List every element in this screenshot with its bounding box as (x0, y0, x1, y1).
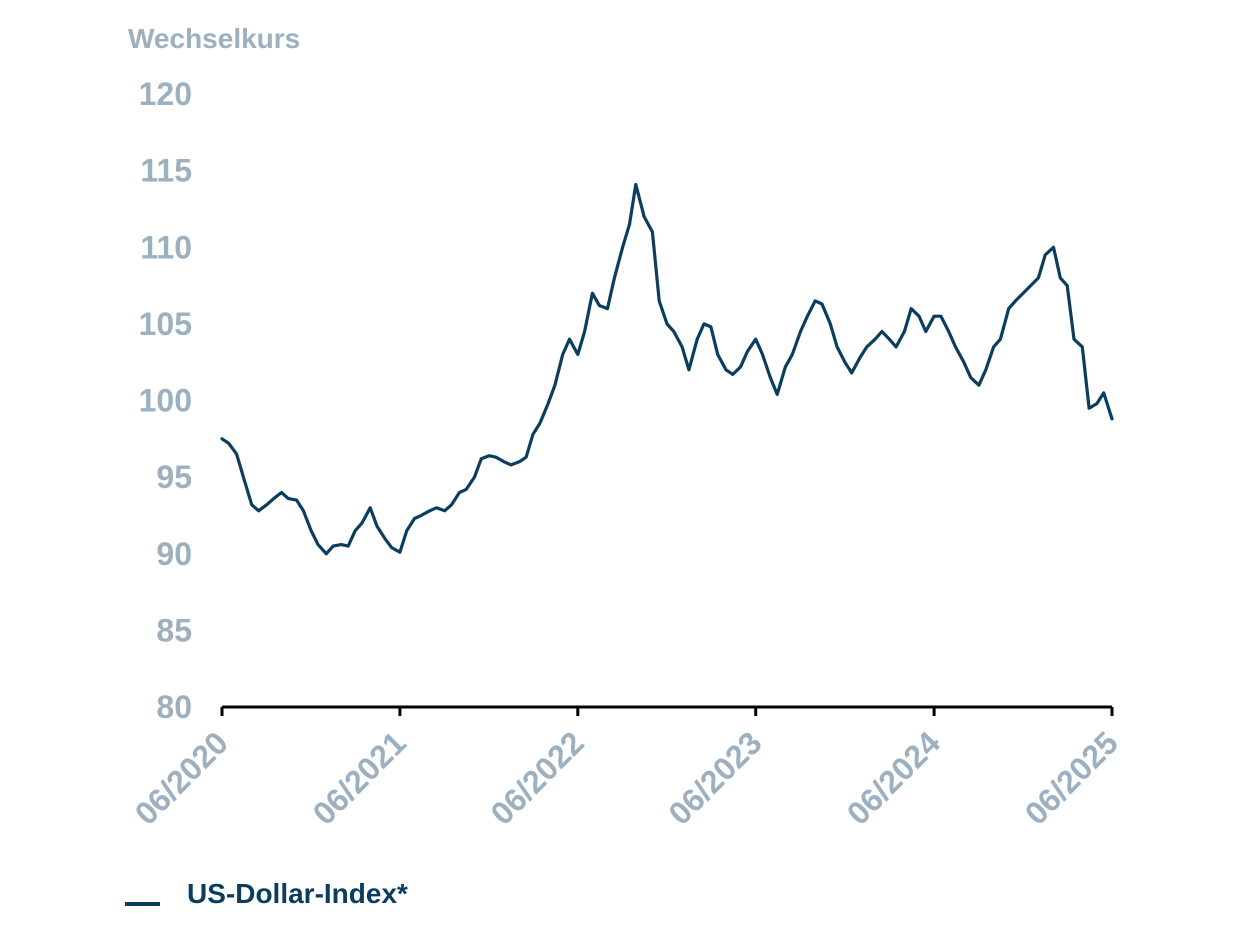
y-tick-label: 100 (139, 383, 192, 419)
legend-swatch (125, 902, 160, 906)
y-tick-label: 115 (140, 153, 192, 189)
y-tick-label: 120 (139, 76, 192, 112)
x-tick-label: 06/2020 (128, 724, 235, 831)
x-axis (220, 705, 1114, 716)
y-tick-label: 85 (156, 612, 192, 648)
x-tick-label: 06/2022 (484, 724, 591, 831)
x-tick-label: 06/2024 (840, 724, 947, 831)
x-tick-label: 06/2021 (306, 724, 413, 831)
x-tick-labels: 06/2020 06/2021 06/2022 06/2023 06/2024 06/20… (128, 724, 1125, 831)
series-line-us-dollar-index (220, 182, 1114, 556)
x-tick-label: 06/2023 (661, 724, 768, 831)
x-tick-label: 06/2025 (1018, 724, 1125, 831)
y-tick-label: 90 (156, 536, 192, 572)
legend-label: US-Dollar-Index* (187, 878, 408, 909)
y-tick-label: 95 (156, 459, 192, 495)
y-tick-labels: 120 115 110 105 100 95 90 85 80 (139, 76, 192, 725)
y-tick-label: 110 (140, 229, 192, 265)
y-tick-label: 80 (156, 689, 192, 725)
y-axis-title: Wechselkurs (128, 23, 300, 54)
y-tick-label: 105 (139, 306, 192, 342)
